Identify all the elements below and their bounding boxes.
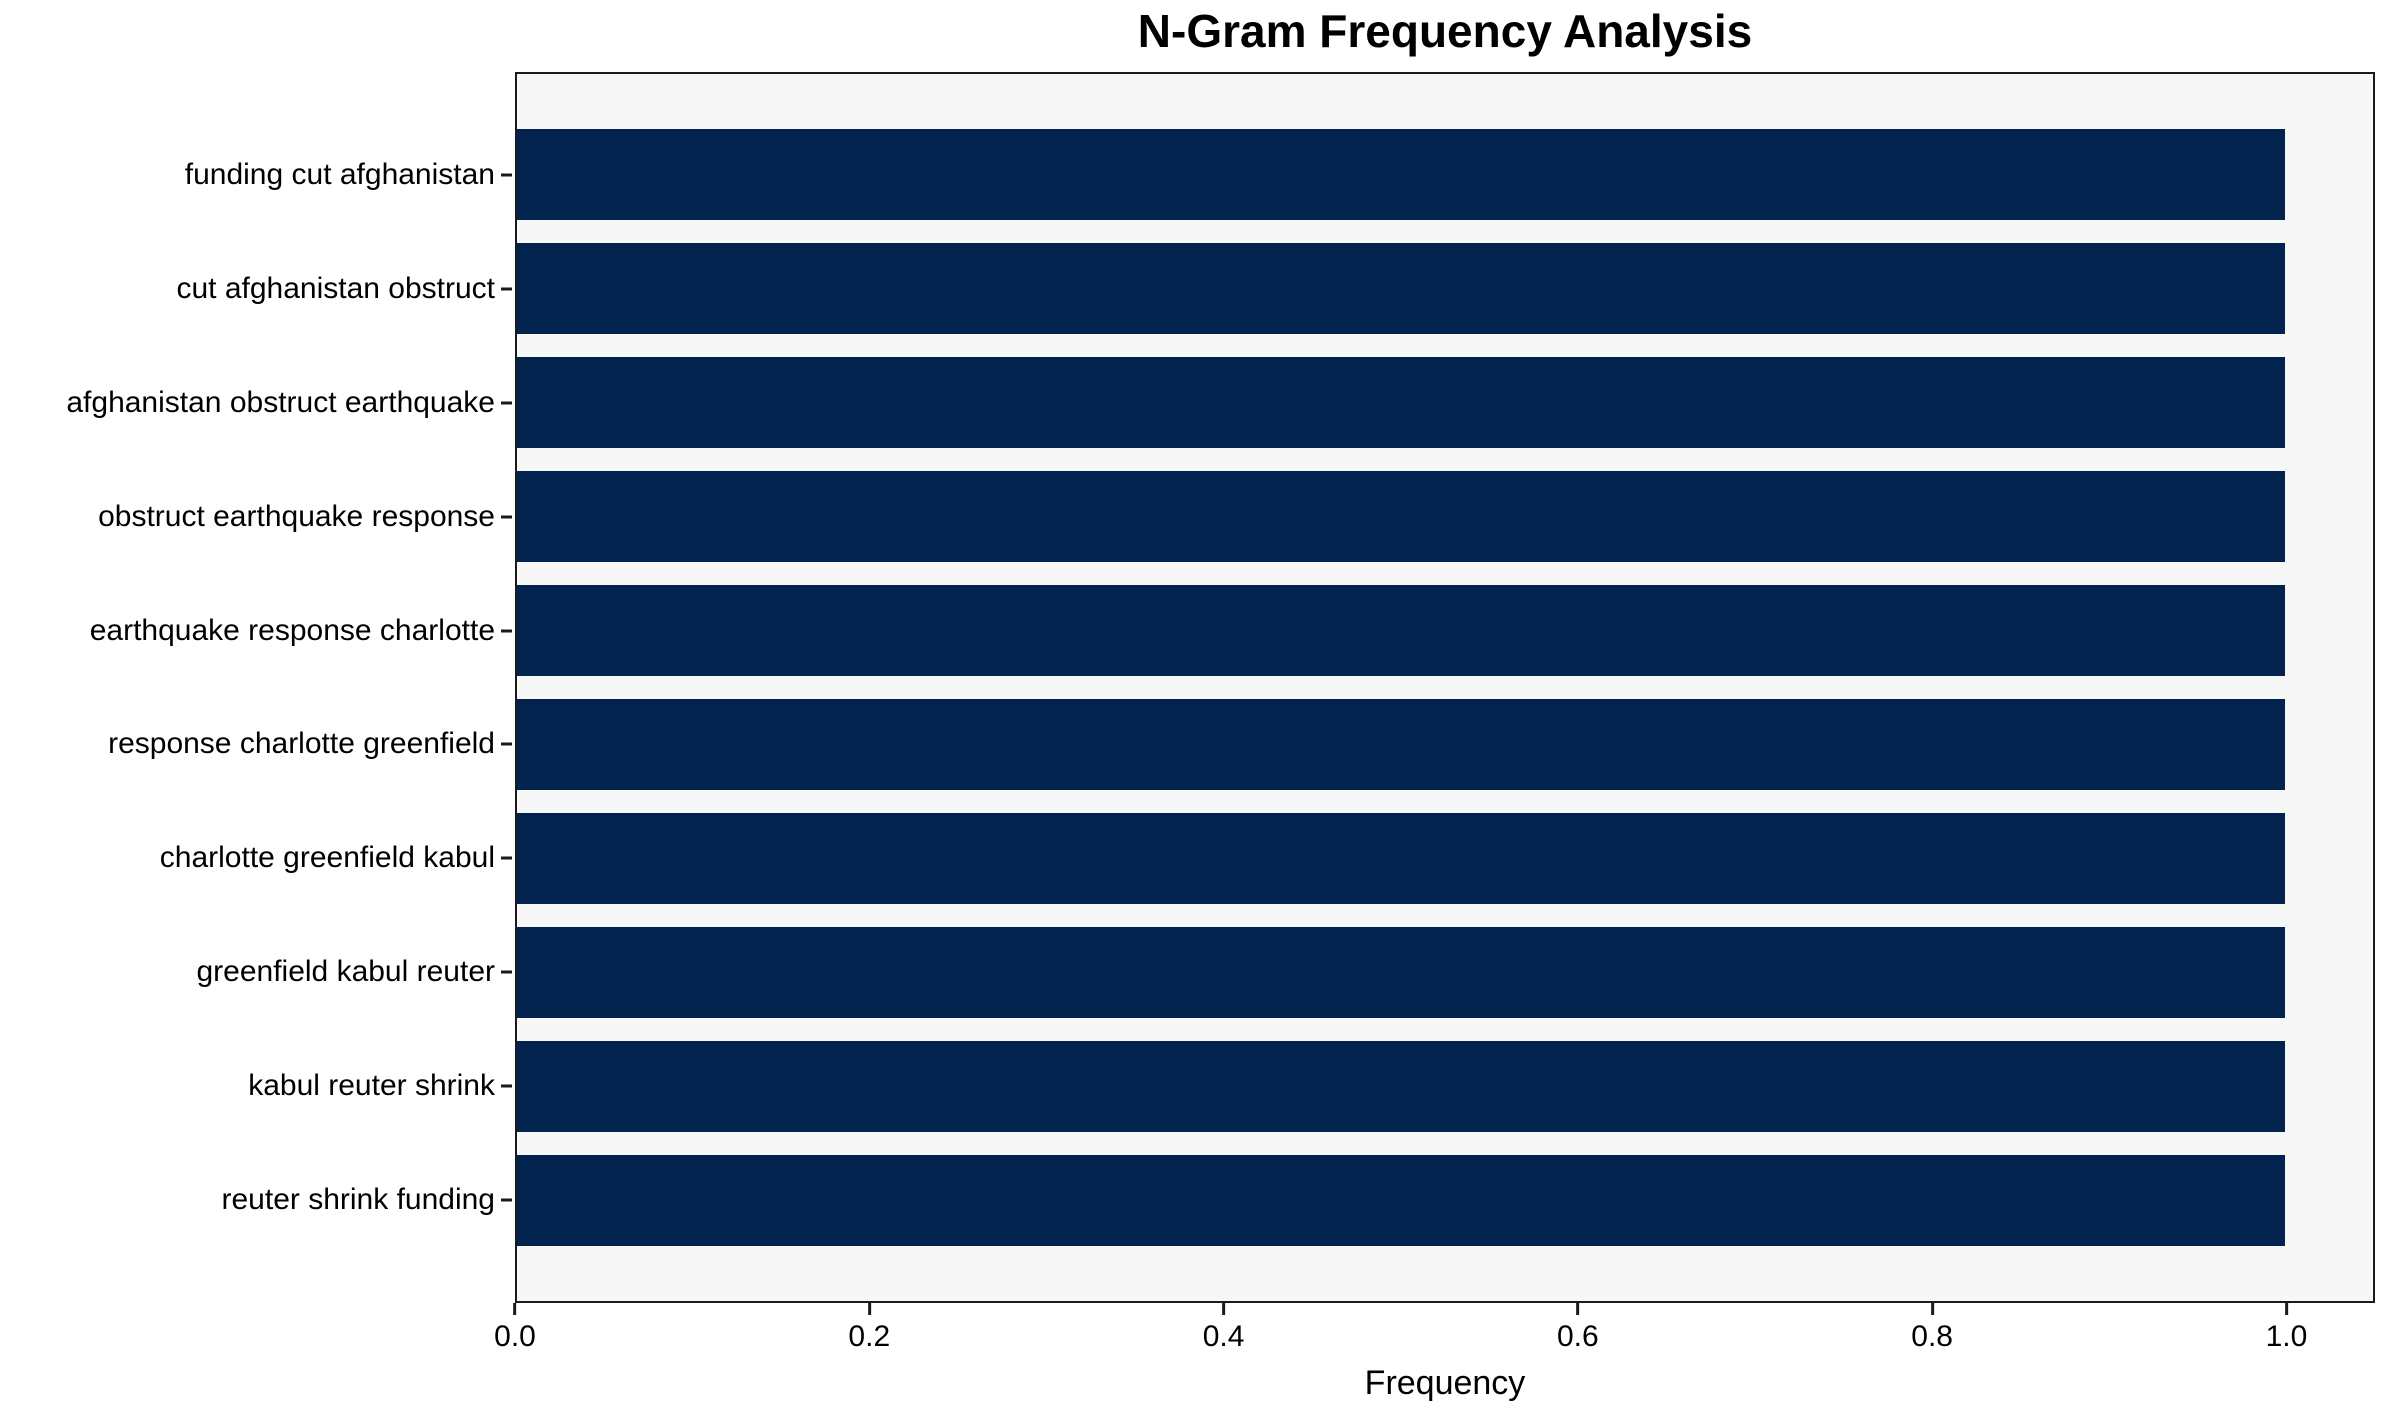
x-axis: 0.0 0.2 0.4 0.6 0.8 1.0 bbox=[494, 1303, 2375, 1373]
y-tick-mark bbox=[501, 287, 512, 291]
x-tick: 0.8 bbox=[1911, 1303, 1953, 1352]
bar bbox=[517, 698, 2285, 790]
y-tick-mark bbox=[501, 856, 512, 860]
x-tick-label: 0.8 bbox=[1911, 1320, 1953, 1353]
y-tick-mark bbox=[501, 742, 512, 746]
x-tick-mark bbox=[2284, 1303, 2288, 1315]
y-tick-mark bbox=[501, 629, 512, 633]
x-tick-mark bbox=[1930, 1303, 1934, 1315]
bar bbox=[517, 812, 2285, 904]
x-tick-label: 0.6 bbox=[1556, 1320, 1599, 1353]
y-tick-label: response charlotte greenfield bbox=[108, 727, 495, 761]
x-tick: 0.2 bbox=[848, 1303, 890, 1352]
y-tick-mark bbox=[501, 515, 512, 519]
y-tick-label: funding cut afghanistan bbox=[184, 157, 495, 191]
x-tick-mark bbox=[1222, 1303, 1226, 1315]
x-axis-label: Frequency bbox=[1364, 1364, 1526, 1402]
bar bbox=[517, 129, 2285, 221]
x-tick: 0.6 bbox=[1557, 1303, 1599, 1352]
y-tick-label: charlotte greenfield kabul bbox=[159, 841, 495, 875]
bar-row: earthquake response charlotte bbox=[90, 574, 2373, 688]
bar-row: greenfield kabul reuter bbox=[196, 915, 2373, 1029]
x-tick-label: 0.2 bbox=[848, 1320, 891, 1353]
bar-row: charlotte greenfield kabul bbox=[160, 801, 2373, 915]
x-tick-label: 0.0 bbox=[494, 1320, 536, 1353]
bar bbox=[517, 1154, 2285, 1246]
bar bbox=[517, 357, 2285, 449]
y-tick-label: greenfield kabul reuter bbox=[196, 955, 495, 989]
x-tick: 0.4 bbox=[1202, 1303, 1245, 1353]
bar bbox=[517, 471, 2285, 563]
y-tick-mark bbox=[501, 1084, 512, 1088]
x-tick-label: 1.0 bbox=[2265, 1320, 2308, 1353]
y-tick-label: afghanistan obstruct earthquake bbox=[66, 385, 495, 419]
x-tick: 1.0 bbox=[2265, 1303, 2308, 1353]
y-tick-mark bbox=[501, 1198, 512, 1202]
bar-row: reuter shrink funding bbox=[222, 1143, 2373, 1257]
y-tick-label: kabul reuter shrink bbox=[248, 1069, 495, 1103]
x-tick: 0.0 bbox=[494, 1303, 536, 1352]
bar-row: obstruct earthquake response bbox=[98, 460, 2373, 574]
bars-container: funding cut afghanistan cut afghanistan o… bbox=[66, 74, 2373, 1301]
bar-row: response charlotte greenfield bbox=[108, 688, 2373, 802]
y-tick-label: obstruct earthquake response bbox=[98, 499, 495, 533]
y-tick-label: reuter shrink funding bbox=[221, 1183, 496, 1217]
bar bbox=[517, 585, 2285, 677]
bar bbox=[517, 243, 2285, 335]
x-tick-mark bbox=[867, 1303, 871, 1315]
y-tick-mark bbox=[501, 970, 512, 974]
x-tick-mark bbox=[1576, 1303, 1580, 1315]
bar-row: cut afghanistan obstruct bbox=[176, 232, 2373, 346]
chart-title: N-Gram Frequency Analysis bbox=[1137, 5, 1753, 57]
x-tick-label: 0.4 bbox=[1202, 1320, 1245, 1353]
y-tick-label: earthquake response charlotte bbox=[89, 613, 495, 647]
bar-row: funding cut afghanistan bbox=[185, 118, 2373, 232]
bar-row: kabul reuter shrink bbox=[248, 1029, 2373, 1143]
bar bbox=[517, 1040, 2285, 1132]
bar bbox=[517, 926, 2285, 1018]
y-tick-mark bbox=[501, 401, 512, 405]
x-tick-mark bbox=[513, 1303, 517, 1315]
plot-area: funding cut afghanistan cut afghanistan o… bbox=[66, 72, 2375, 1303]
bar-row: afghanistan obstruct earthquake bbox=[66, 346, 2373, 460]
y-tick-label: cut afghanistan obstruct bbox=[176, 271, 495, 305]
y-tick-mark bbox=[501, 173, 512, 177]
